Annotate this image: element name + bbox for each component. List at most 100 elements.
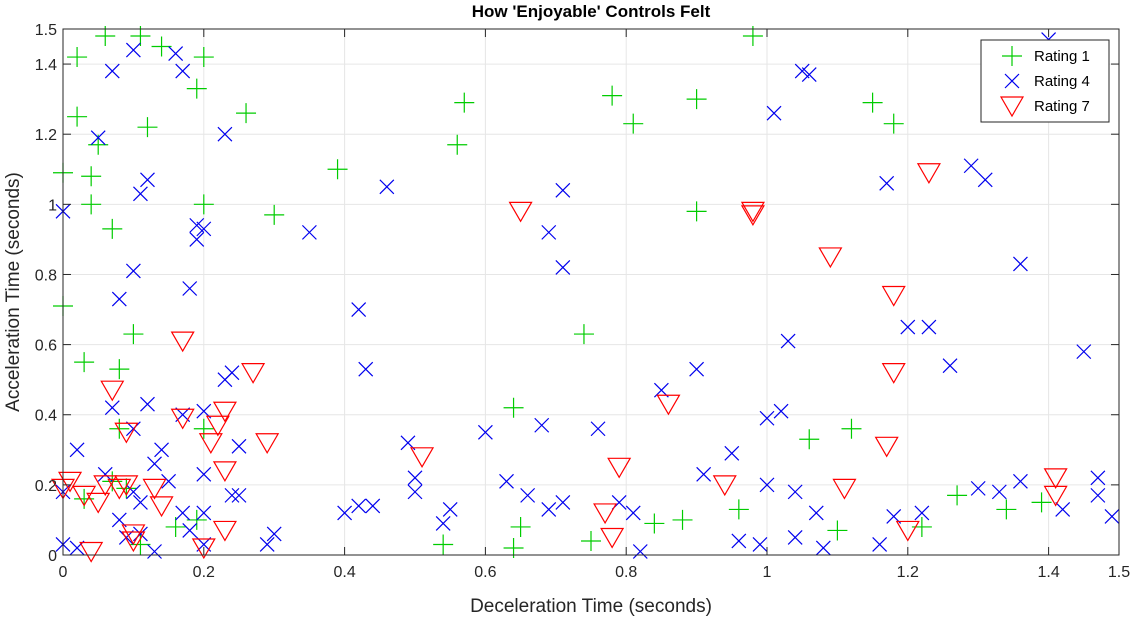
data-point-rating-4 <box>541 501 557 517</box>
data-point-rating-4 <box>632 544 648 559</box>
data-point-rating-4 <box>689 361 705 377</box>
data-point-rating-4 <box>104 63 120 79</box>
data-point-rating-4 <box>133 494 148 510</box>
data-point-rating-7 <box>593 503 618 525</box>
y-tick-label: 1 <box>48 197 57 214</box>
data-point-rating-4 <box>189 231 205 247</box>
data-point-rating-4 <box>231 487 247 503</box>
data-point-rating-1 <box>193 47 214 68</box>
data-point-rating-7 <box>740 201 765 223</box>
data-point-rating-4 <box>118 530 134 545</box>
legend: Rating 1 Rating 4 Rating 7 <box>980 39 1110 123</box>
data-point-rating-7 <box>212 520 237 542</box>
data-point-rating-7 <box>93 475 118 497</box>
data-point-rating-1 <box>827 520 848 541</box>
plot-frame <box>62 28 1120 556</box>
data-point-rating-1 <box>581 530 601 551</box>
data-point-rating-4 <box>182 523 198 538</box>
data-point-rating-1 <box>510 516 531 537</box>
data-point-rating-7 <box>114 475 139 497</box>
data-point-rating-4 <box>1076 344 1092 360</box>
data-point-rating-4 <box>590 421 606 437</box>
series-rating-7 <box>50 163 1068 563</box>
legend-label: Rating 7 <box>1034 98 1090 115</box>
y-tick-label: 0.6 <box>35 338 57 355</box>
data-point-rating-4 <box>125 263 141 279</box>
data-point-rating-4 <box>125 42 141 58</box>
data-point-rating-7 <box>142 478 167 500</box>
data-point-rating-7 <box>72 485 97 507</box>
data-point-rating-1 <box>623 113 644 134</box>
legend-marker-rating-1 <box>1002 46 1022 66</box>
data-point-rating-4 <box>794 63 810 79</box>
data-point-rating-4 <box>879 175 895 191</box>
data-point-rating-7 <box>170 331 195 353</box>
data-point-rating-4 <box>351 498 367 514</box>
data-point-rating-7 <box>205 415 230 437</box>
data-point-rating-4 <box>1090 470 1106 486</box>
data-point-rating-7 <box>198 433 223 454</box>
data-point-rating-4 <box>133 186 148 202</box>
y-axis-label: Acceleration Time (seconds) <box>3 172 24 412</box>
data-point-rating-1 <box>686 89 707 110</box>
data-point-rating-1 <box>1031 492 1052 513</box>
data-point-rating-7 <box>881 285 906 307</box>
data-point-rating-4 <box>125 421 141 437</box>
data-point-rating-1 <box>67 106 88 127</box>
data-point-rating-1 <box>109 359 130 380</box>
data-point-rating-1 <box>123 324 144 345</box>
x-tick-label: 1 <box>763 564 772 581</box>
data-point-rating-7 <box>874 436 899 458</box>
data-point-rating-1 <box>264 204 285 225</box>
data-point-rating-4 <box>266 526 282 542</box>
grid-lines <box>63 29 1119 555</box>
data-point-rating-4 <box>125 484 141 500</box>
data-point-rating-1 <box>862 92 883 113</box>
data-point-rating-4 <box>1013 256 1028 272</box>
data-point-rating-1 <box>841 418 862 439</box>
data-point-rating-1 <box>193 194 214 215</box>
data-point-rating-4 <box>787 530 803 545</box>
data-point-rating-4 <box>351 302 367 317</box>
data-point-rating-4 <box>942 358 958 374</box>
x-axis-label: Deceleration Time (seconds) <box>470 596 712 617</box>
data-point-rating-4 <box>133 526 148 542</box>
data-point-rating-4 <box>773 403 789 419</box>
data-point-rating-1 <box>799 429 820 450</box>
data-point-rating-4 <box>140 172 155 188</box>
data-point-rating-7 <box>121 531 146 553</box>
data-point-rating-1 <box>186 78 207 99</box>
data-point-rating-4 <box>435 516 451 531</box>
data-point-rating-7 <box>57 471 83 493</box>
data-point-rating-1 <box>503 397 524 418</box>
x-tick-label: 1.2 <box>897 564 919 581</box>
data-point-rating-1 <box>433 534 454 555</box>
data-point-rating-1 <box>137 117 158 138</box>
data-point-rating-7 <box>100 380 125 402</box>
data-point-rating-1 <box>454 92 475 113</box>
data-point-rating-7 <box>881 363 906 384</box>
x-tick-label: 0.6 <box>474 564 496 581</box>
data-point-rating-4 <box>977 172 993 188</box>
data-point-rating-7 <box>1043 468 1068 490</box>
data-point-rating-4 <box>90 130 106 146</box>
data-point-rating-4 <box>1104 509 1120 524</box>
data-point-rating-4 <box>780 333 796 349</box>
data-point-rating-4 <box>140 396 155 412</box>
data-point-rating-7 <box>409 447 435 469</box>
data-point-rating-4 <box>963 158 979 174</box>
data-point-rating-4 <box>914 505 930 521</box>
chart-title: How 'Enjoyable' Controls Felt <box>472 2 711 21</box>
data-point-rating-7 <box>916 163 941 184</box>
data-point-rating-4 <box>872 537 888 552</box>
data-point-rating-7 <box>79 541 104 563</box>
data-point-rating-7 <box>255 433 280 454</box>
data-point-rating-7 <box>114 422 139 444</box>
data-point-rating-4 <box>175 505 191 521</box>
data-point-rating-1 <box>81 194 102 215</box>
data-point-rating-4 <box>1055 501 1071 517</box>
plot-background <box>63 29 1119 555</box>
data-point-rating-1 <box>672 509 693 530</box>
data-point-rating-4 <box>759 410 775 426</box>
y-tick-label: 1.4 <box>35 57 57 74</box>
